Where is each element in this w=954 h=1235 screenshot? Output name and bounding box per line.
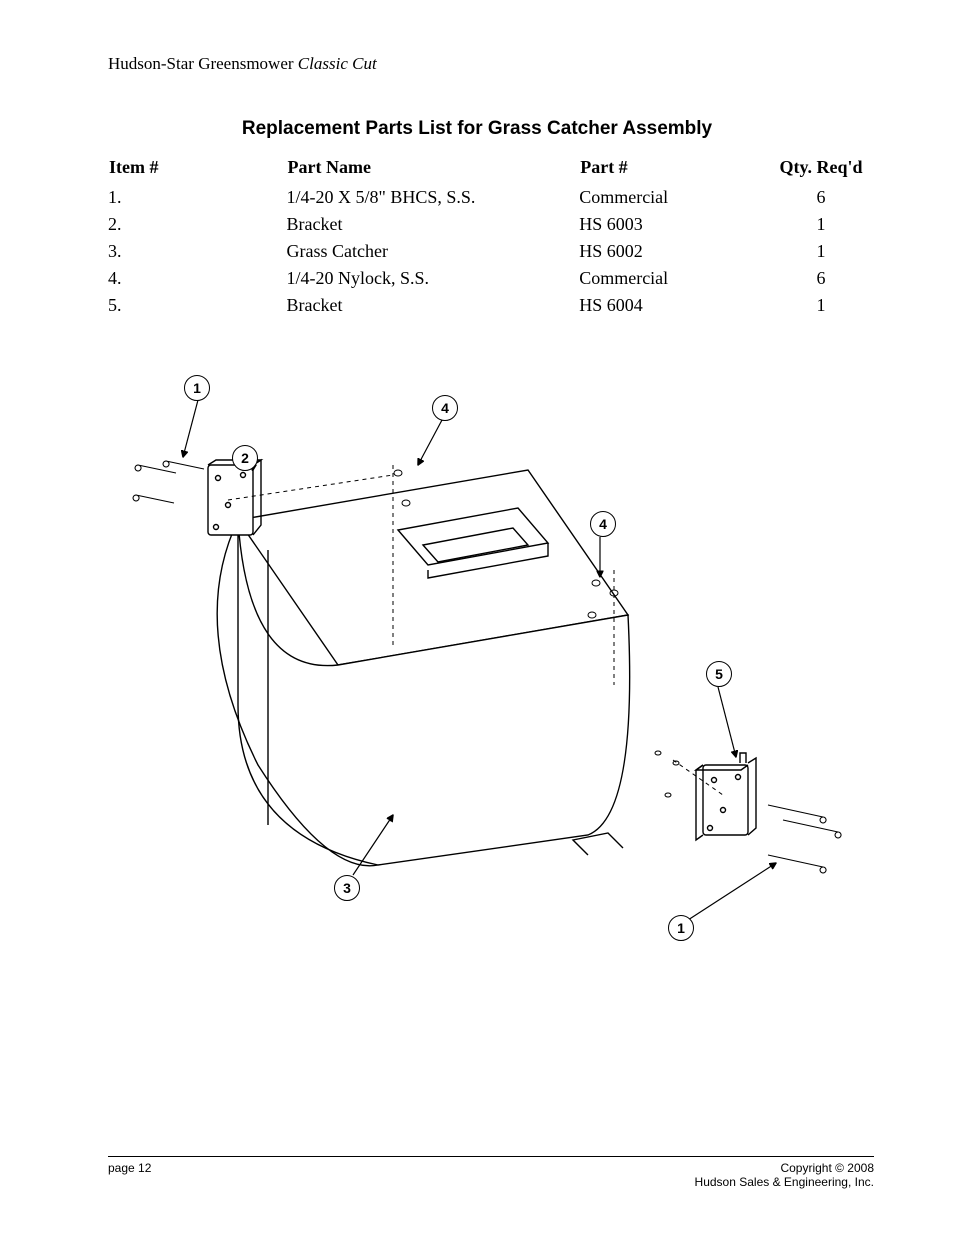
cell-part: HS 6004 xyxy=(579,292,768,319)
footer-page: page 12 xyxy=(108,1161,151,1189)
footer-company: Hudson Sales & Engineering, Inc. xyxy=(695,1175,874,1189)
cell-part: Commercial xyxy=(579,184,768,211)
cell-qty: 6 xyxy=(768,265,874,292)
cell-name: Grass Catcher xyxy=(287,238,580,265)
cell-name: Bracket xyxy=(287,292,580,319)
cell-item: 5. xyxy=(108,292,287,319)
callout-3: 3 xyxy=(334,875,360,901)
cell-name: 1/4-20 Nylock, S.S. xyxy=(287,265,580,292)
cell-part: HS 6002 xyxy=(579,238,768,265)
cell-part: Commercial xyxy=(579,265,768,292)
cell-item: 1. xyxy=(108,184,287,211)
cell-qty: 1 xyxy=(768,238,874,265)
exploded-diagram: 1 4 2 4 5 3 1 xyxy=(128,365,868,955)
table-row: 5. Bracket HS 6004 1 xyxy=(108,292,874,319)
col-qty-header: Qty. Req'd xyxy=(768,156,874,184)
brand-text: Hudson-Star Greensmower xyxy=(108,54,298,73)
cell-part: HS 6003 xyxy=(579,211,768,238)
callout-1: 1 xyxy=(184,375,210,401)
cell-item: 4. xyxy=(108,265,287,292)
table-row: 4. 1/4-20 Nylock, S.S. Commercial 6 xyxy=(108,265,874,292)
callout-4: 4 xyxy=(432,395,458,421)
cell-qty: 6 xyxy=(768,184,874,211)
page-title: Replacement Parts List for Grass Catcher… xyxy=(80,118,874,140)
cell-qty: 1 xyxy=(768,211,874,238)
col-item-header: Item # xyxy=(108,156,287,184)
footer-copyright: Copyright © 2008 xyxy=(695,1161,874,1175)
cell-name: 1/4-20 X 5/8" BHCS, S.S. xyxy=(287,184,580,211)
cell-name: Bracket xyxy=(287,211,580,238)
document-header: Hudson-Star Greensmower Classic Cut xyxy=(108,54,874,74)
callout-4b: 4 xyxy=(590,511,616,537)
cell-item: 3. xyxy=(108,238,287,265)
cell-qty: 1 xyxy=(768,292,874,319)
col-part-header: Part # xyxy=(579,156,768,184)
table-row: 1. 1/4-20 X 5/8" BHCS, S.S. Commercial 6 xyxy=(108,184,874,211)
table-row: 2. Bracket HS 6003 1 xyxy=(108,211,874,238)
callout-2: 2 xyxy=(232,445,258,471)
table-row: 3. Grass Catcher HS 6002 1 xyxy=(108,238,874,265)
col-name-header: Part Name xyxy=(287,156,580,184)
page-footer: page 12 Copyright © 2008 Hudson Sales & … xyxy=(108,1156,874,1189)
parts-table: Item # Part Name Part # Qty. Req'd 1. 1/… xyxy=(108,156,874,319)
model-text: Classic Cut xyxy=(298,54,377,73)
cell-item: 2. xyxy=(108,211,287,238)
callout-5: 5 xyxy=(706,661,732,687)
callout-1b: 1 xyxy=(668,915,694,941)
